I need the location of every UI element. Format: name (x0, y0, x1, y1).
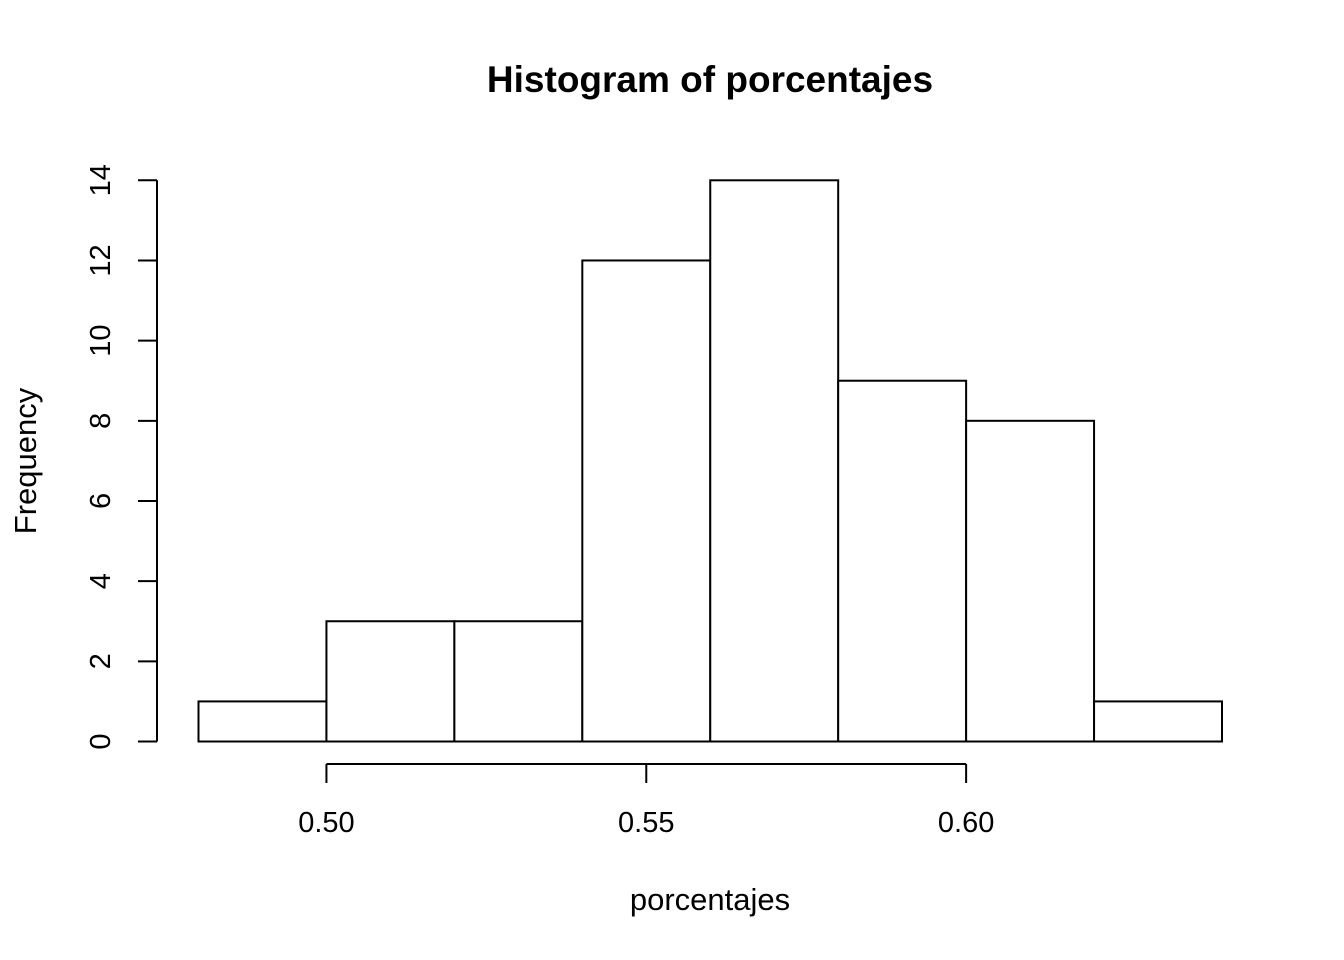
x-axis: 0.50 0.55 0.60 (298, 763, 994, 839)
histogram-bar-7 (965, 419, 1096, 743)
x-axis-label: porcentajes (630, 882, 790, 917)
x-tick-label: 0.60 (938, 807, 994, 839)
y-tick-label: 8 (85, 413, 117, 429)
x-tick-label: 0.50 (298, 807, 354, 839)
histogram-bar-4 (581, 259, 712, 743)
y-axis: 0 2 4 6 8 10 12 14 (85, 164, 158, 750)
histogram-bar-8 (1093, 700, 1223, 743)
y-tick-label: 6 (85, 493, 117, 509)
y-tick-label: 10 (85, 325, 117, 357)
x-tick-label: 0.55 (618, 807, 674, 839)
y-tick-label: 12 (85, 244, 117, 276)
y-axis-label: Frequency (8, 387, 43, 534)
y-tick-label: 2 (85, 653, 117, 669)
histogram-bar-1 (197, 700, 328, 743)
y-tick-label: 14 (85, 164, 117, 196)
chart-title: Histogram of porcentajes (487, 59, 933, 100)
histogram-bar-2 (325, 620, 456, 743)
y-tick-label: 4 (85, 573, 117, 589)
histogram-bar-6 (837, 379, 968, 743)
histogram-bar-3 (453, 620, 584, 743)
histogram-bar-5 (709, 179, 840, 743)
y-tick-label: 0 (85, 733, 117, 749)
bars-group (197, 179, 1223, 743)
